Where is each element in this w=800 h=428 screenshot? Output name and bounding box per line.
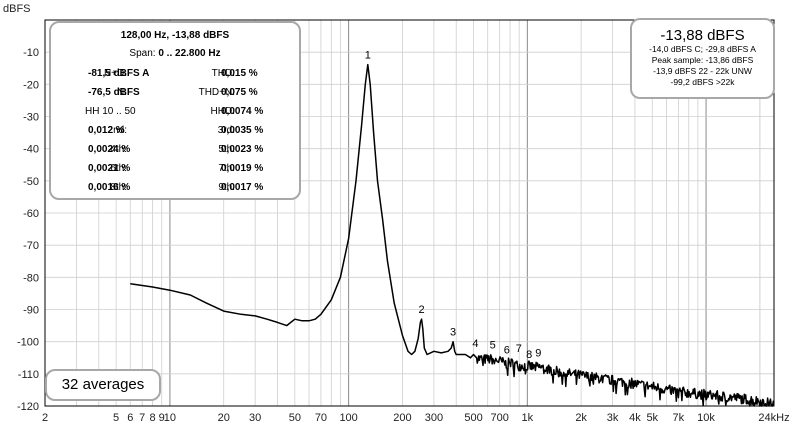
y-tick-label: -100 <box>17 337 39 349</box>
axis-ticks: -10-20-30-40-50-60-70-80-90-100-110-1202… <box>17 47 790 424</box>
stats-panel: 128,00 Hz, -13,88 dBFS Span: 0 .. 22.800… <box>49 21 301 200</box>
x-tick-label: 700 <box>490 412 508 424</box>
y-tick-label: -120 <box>17 401 39 413</box>
stats-title: 128,00 Hz, -13,88 dBFS <box>120 30 230 41</box>
thdn-label: THD+N: <box>198 87 235 98</box>
harmonic-label: 2 <box>419 304 425 316</box>
harmonic-label: 9 <box>535 348 541 360</box>
row-n-thdn: N: -76,5 dBFS THD+N: 0,075 % <box>51 87 299 101</box>
x-tick-label: 2 <box>42 412 48 424</box>
row-h2-h3: 2nd: 0,012 % 3rd: 0,0035 % <box>51 125 299 139</box>
row-hh-hhd: HH 10 .. 50 HHD: 0,0074 % <box>51 106 299 120</box>
h2-value: 0,012 % <box>88 125 125 136</box>
x-tick-label: 70 <box>315 412 327 424</box>
x-tick-label: 8 <box>150 412 156 424</box>
level-weighted: -14,0 dBFS C; -29,8 dBFS A <box>649 44 756 54</box>
row-nd-thd: N+D: -81,5 dBFS A THD: 0,015 % <box>51 68 299 82</box>
h9-label: 9th: <box>218 182 235 193</box>
plot-frame <box>44 19 775 407</box>
thd-value: 0,015 % <box>221 68 258 79</box>
y-tick-label: -40 <box>23 144 39 156</box>
x-tick-label: 24kHz <box>758 412 789 424</box>
row-h4-h5: 4th: 0,0024 % 5th: 0,0023 % <box>51 144 299 158</box>
y-tick-label: -110 <box>18 369 39 381</box>
h2-label: 2nd: <box>107 125 127 136</box>
harmonic-label: 3 <box>450 327 456 339</box>
row-h6-h7: 6th: 0,0021 % 7th: 0,0019 % <box>51 163 299 177</box>
level-peak-sample: Peak sample: -13,86 dBFS <box>651 55 754 65</box>
thdn-value: 0,075 % <box>221 87 258 98</box>
h4-label: 4th: <box>110 144 127 155</box>
h6-value: 0,0021 % <box>88 163 131 174</box>
row-h8-h9: 8th: 0,0016 % 9th: 0,0017 % <box>51 182 299 196</box>
x-tick-label: 3k <box>607 412 619 424</box>
x-tick-label: 50 <box>289 412 301 424</box>
x-tick-label: 10k <box>697 412 715 424</box>
nd-label: N+D: <box>103 68 127 79</box>
h3-value: 0,0035 % <box>221 125 264 136</box>
h3-label: 3rd: <box>217 125 235 136</box>
level-panel: -13,88 dBFS -14,0 dBFS C; -29,8 dBFS A P… <box>630 18 775 99</box>
thd-label: THD: <box>211 68 235 79</box>
x-tick-label: 300 <box>425 412 443 424</box>
hhd-label: HHD: <box>210 106 235 117</box>
y-tick-label: -90 <box>23 305 39 317</box>
y-tick-label: -10 <box>23 47 39 59</box>
y-tick-label: -50 <box>23 176 39 188</box>
h6-label: 6th: <box>110 163 127 174</box>
y-tick-label: -30 <box>23 112 39 124</box>
x-tick-label: 100 <box>339 412 357 424</box>
y-tick-label: -20 <box>23 79 39 91</box>
harmonic-markers: 1 2 3 4 5 6 78 9 <box>365 50 542 362</box>
x-tick-label: 30 <box>249 412 261 424</box>
h5-label: 5th: <box>218 144 235 155</box>
x-tick-label: 7 <box>139 412 145 424</box>
h7-label: 7th: <box>218 163 235 174</box>
x-tick-label: 2k <box>575 412 587 424</box>
h5-value: 0,0023 % <box>221 144 264 155</box>
averages-count: 32 averages <box>61 376 145 393</box>
harmonic-label: 5 <box>490 340 496 352</box>
hhd-value: 0,0074 % <box>221 106 264 117</box>
averages-badge: 32 averages <box>45 369 161 401</box>
y-tick-label: -70 <box>23 240 39 252</box>
h8-label: 8th: <box>110 182 127 193</box>
level-value: -13,88 dBFS <box>660 27 745 44</box>
x-tick-label: 5 <box>113 412 119 424</box>
harmonic-label: 6 <box>504 344 510 356</box>
n-label: N: <box>117 87 127 98</box>
y-axis-label: dBFS <box>3 3 31 15</box>
y-tick-label: -80 <box>23 272 39 284</box>
span-row: Span: 0 .. 22.800 Hz <box>51 48 299 59</box>
x-tick-label: 1k <box>522 412 534 424</box>
harmonic-label: 4 <box>472 338 478 350</box>
harmonic-label: 1 <box>365 50 371 62</box>
x-tick-label: 9 <box>159 412 165 424</box>
h4-value: 0,0024 % <box>88 144 131 155</box>
nd-value: -81,5 dBFS A <box>88 68 150 79</box>
level-above-22k: -99,2 dBFS >22k <box>670 77 735 87</box>
span-label: Span: <box>129 48 156 59</box>
hh-range-label: HH 10 .. 50 <box>85 106 136 117</box>
span-value: 0 .. 22.800 Hz <box>158 48 221 59</box>
x-tick-label: 7k <box>673 412 685 424</box>
spectrum-line <box>130 63 775 407</box>
x-tick-label: 10 <box>164 412 176 424</box>
level-unweighted: -13,9 dBFS 22 - 22k UNW <box>653 66 752 76</box>
x-tick-label: 5k <box>646 412 658 424</box>
h9-value: 0,0017 % <box>221 182 264 193</box>
x-tick-label: 500 <box>464 412 482 424</box>
x-tick-label: 6 <box>127 412 133 424</box>
harmonic-label: 8 <box>526 349 532 361</box>
harmonic-label: 7 <box>516 343 522 355</box>
y-tick-label: -60 <box>23 208 39 220</box>
x-tick-label: 20 <box>218 412 230 424</box>
h8-value: 0,0016 % <box>88 182 131 193</box>
x-tick-label: 4k <box>629 412 641 424</box>
h7-value: 0,0019 % <box>221 163 264 174</box>
x-tick-label: 200 <box>393 412 411 424</box>
n-value: -76,5 dBFS <box>88 87 140 98</box>
